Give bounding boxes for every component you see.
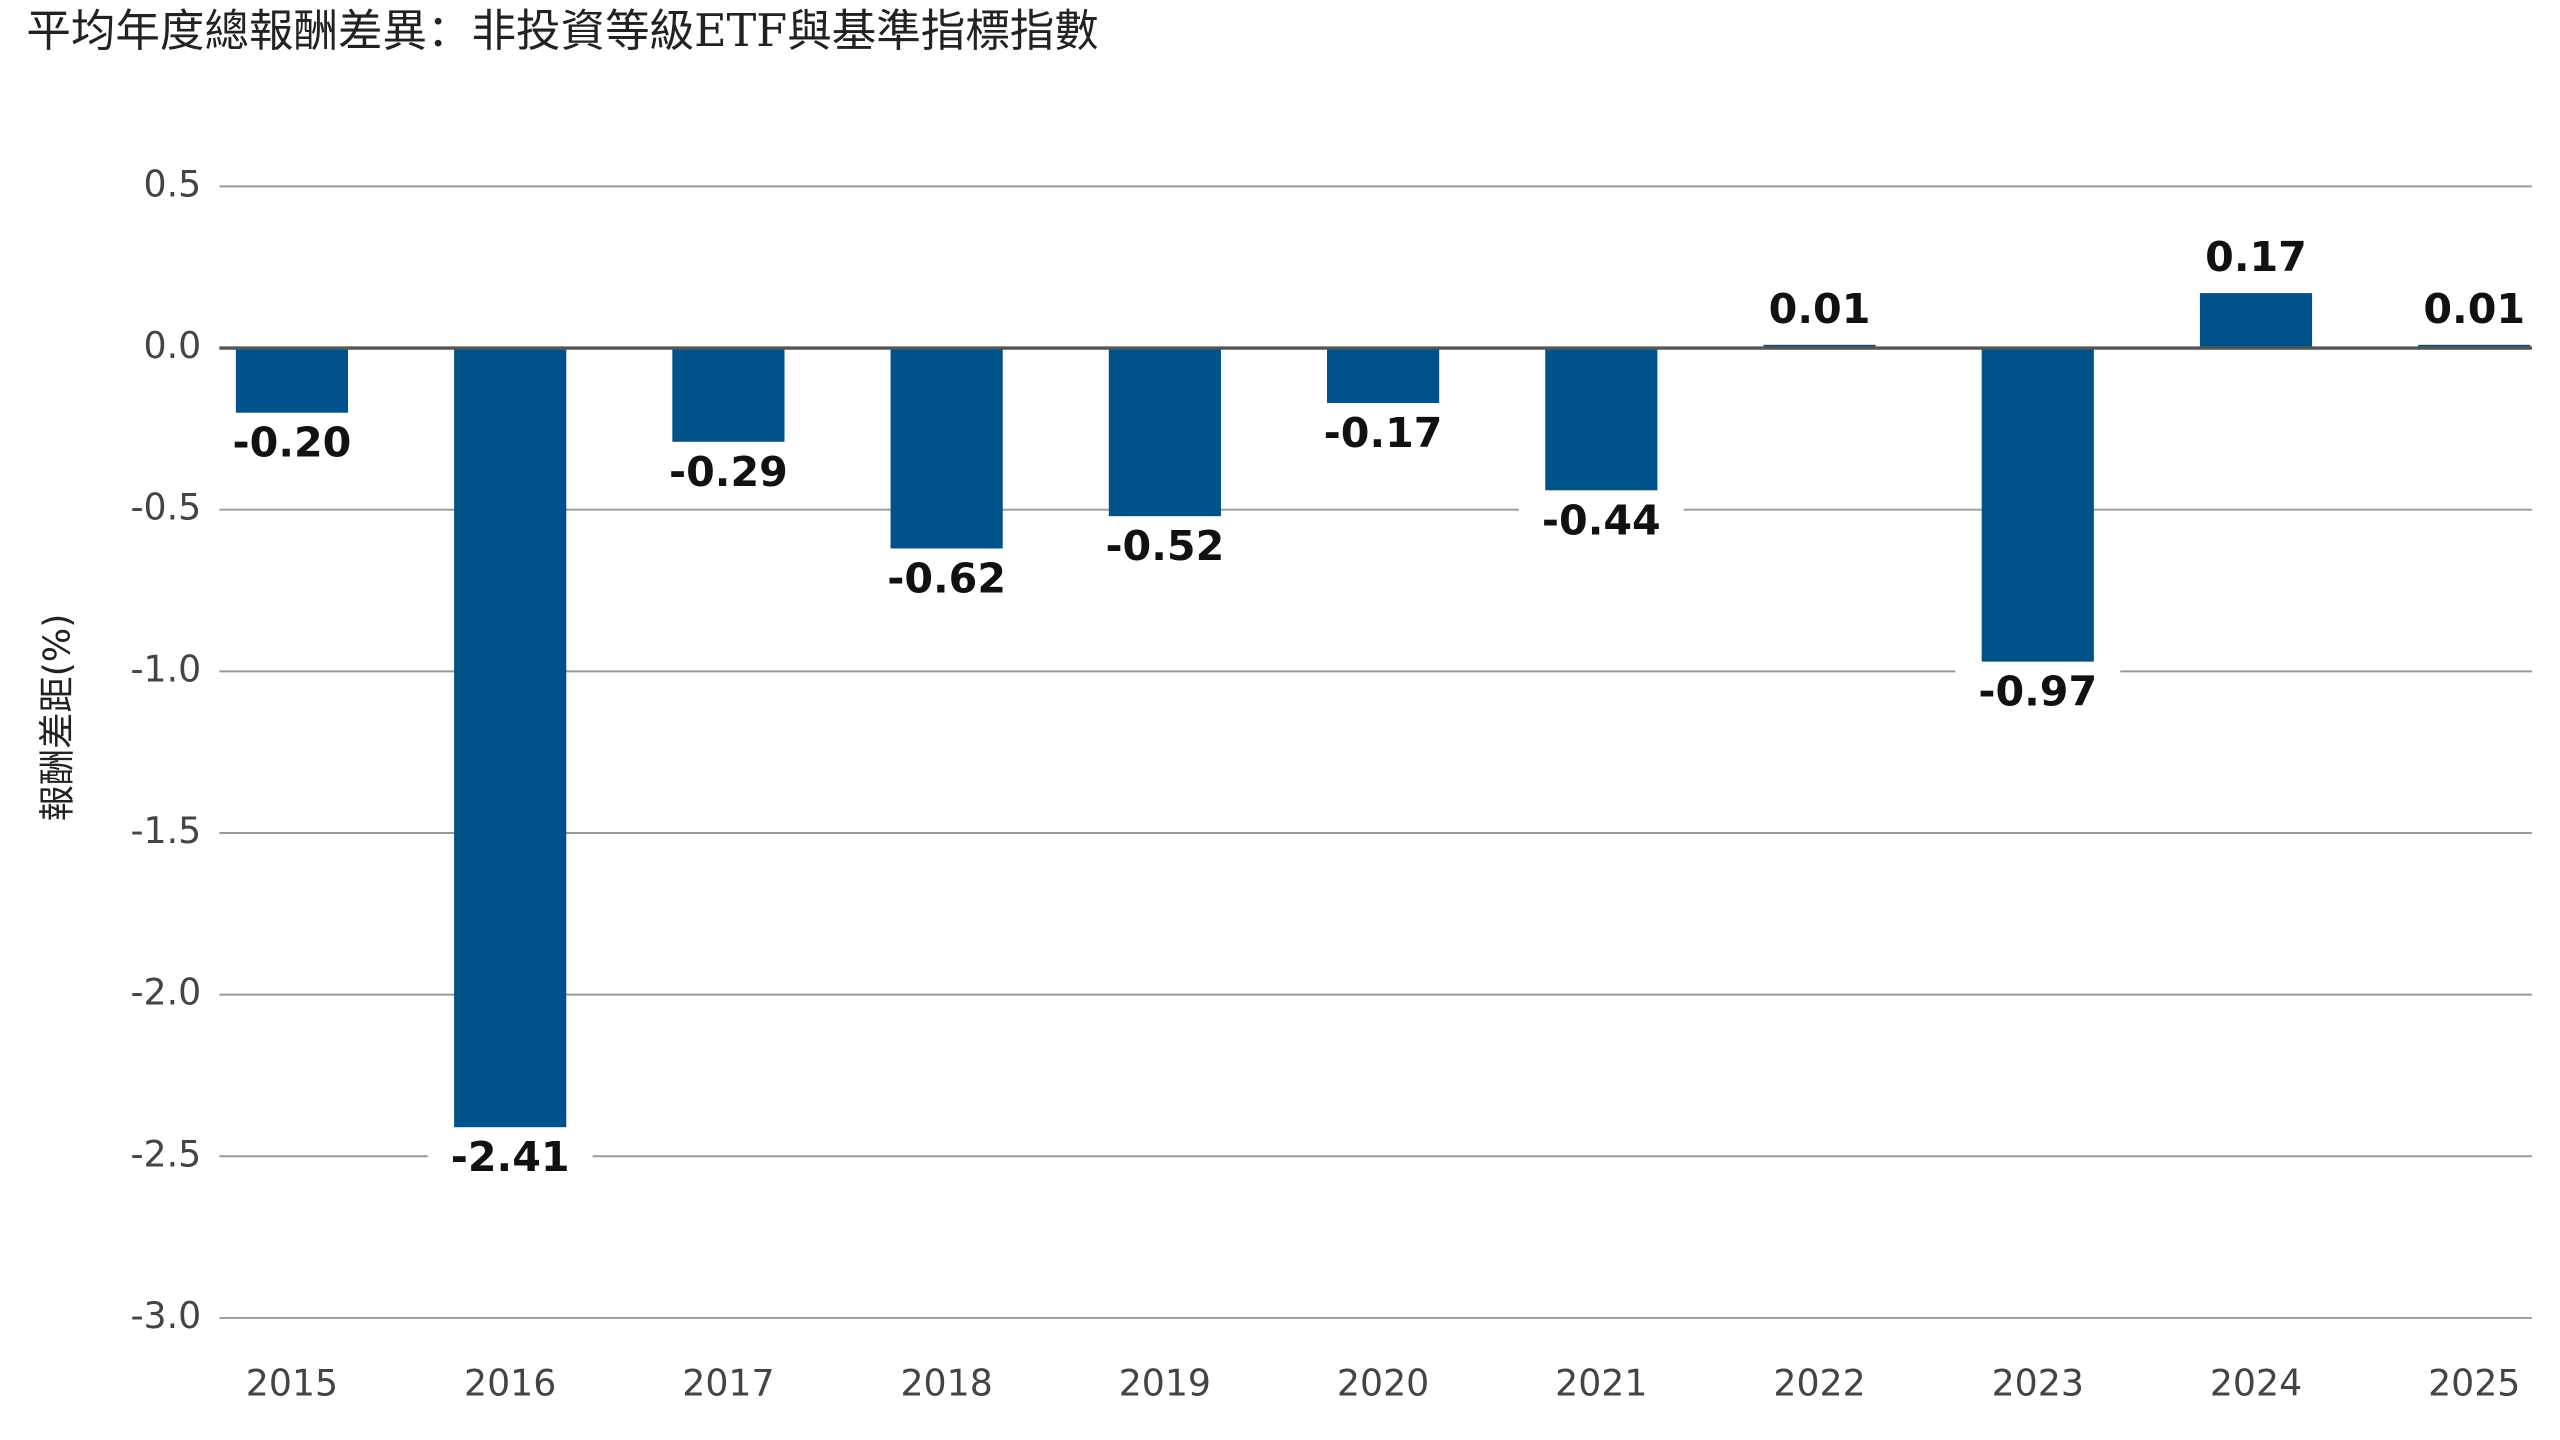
data-label: -0.62 xyxy=(887,554,1006,602)
x-tick-label: 2016 xyxy=(464,1362,556,1405)
x-tick-label: 2015 xyxy=(246,1362,338,1405)
x-tick-label: 2023 xyxy=(1992,1362,2084,1405)
label-bg xyxy=(1300,409,1466,463)
y-axis-label: 報酬差距(%) xyxy=(35,614,78,822)
label-bg xyxy=(427,1133,593,1187)
data-label: 0.17 xyxy=(2205,233,2307,281)
y-tick-label: -2.5 xyxy=(130,1132,201,1175)
data-label: -0.97 xyxy=(1978,668,2097,716)
chart-title: 平均年度總報酬差異：非投資等級ETF與基準指標指數 xyxy=(26,5,1098,57)
x-tick-label: 2025 xyxy=(2428,1362,2520,1405)
data-label: -0.52 xyxy=(1105,522,1224,570)
y-tick-label: -2.0 xyxy=(130,971,201,1014)
bar xyxy=(672,348,785,442)
x-tick-label: 2024 xyxy=(2210,1362,2302,1405)
x-tick-label: 2019 xyxy=(1119,1362,1211,1405)
x-tick-label: 2017 xyxy=(682,1362,774,1405)
data-label: -0.20 xyxy=(233,419,352,467)
x-tick-label: 2022 xyxy=(1773,1362,1865,1405)
data-label: -2.41 xyxy=(451,1133,570,1181)
y-tick-label: 0.0 xyxy=(144,324,202,367)
label-bg xyxy=(1955,668,2121,722)
label-bg xyxy=(1082,522,1248,576)
bar xyxy=(1545,348,1658,491)
label-bg xyxy=(864,555,1030,608)
label-bg xyxy=(1518,496,1684,550)
y-tick-label: -1.0 xyxy=(130,647,201,690)
y-tick-label: 0.5 xyxy=(144,162,202,205)
bar xyxy=(454,348,567,1128)
y-tick-label: -1.5 xyxy=(130,809,201,852)
x-tick-label: 2018 xyxy=(900,1362,992,1405)
label-bg xyxy=(645,448,811,502)
bar xyxy=(1327,348,1440,404)
y-tick-label: -0.5 xyxy=(130,486,201,529)
label-bg xyxy=(209,419,375,473)
bar xyxy=(1108,348,1221,517)
x-tick-label: 2021 xyxy=(1555,1362,1647,1405)
x-tick-label: 2020 xyxy=(1337,1362,1429,1405)
data-label: -0.44 xyxy=(1542,496,1661,544)
bar xyxy=(2199,293,2313,349)
data-label: 0.01 xyxy=(1769,285,1871,333)
data-label: -0.29 xyxy=(669,448,788,496)
bar xyxy=(890,348,1003,549)
bar xyxy=(1981,348,2094,662)
bar xyxy=(235,348,349,413)
data-label: -0.17 xyxy=(1324,409,1443,457)
data-label: 0.01 xyxy=(2423,285,2525,333)
y-tick-label: -3.0 xyxy=(130,1294,201,1337)
